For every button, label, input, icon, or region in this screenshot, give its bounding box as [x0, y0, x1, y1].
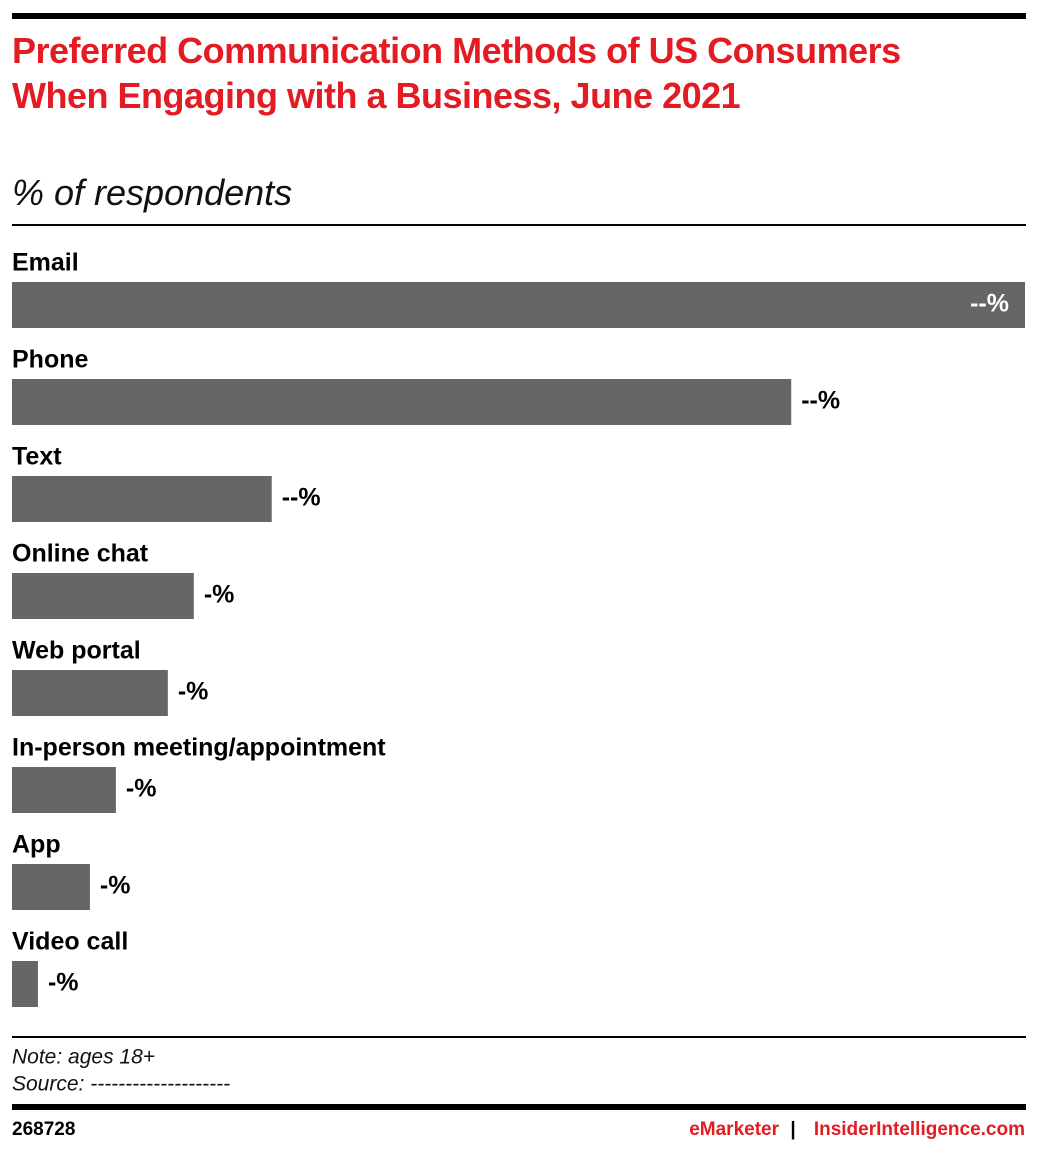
value-label: --% — [801, 387, 840, 415]
top-rule — [12, 13, 1026, 19]
value-label: -% — [204, 581, 235, 609]
chart-title: Preferred Communication Methods of US Co… — [12, 30, 901, 116]
value-label: -% — [48, 969, 79, 997]
chart-subtitle: % of respondents — [12, 172, 293, 213]
chart-id: 268728 — [12, 1119, 75, 1140]
category-label: App — [12, 831, 61, 859]
bar — [12, 379, 792, 425]
category-label: Text — [12, 443, 62, 471]
category-label: Email — [12, 249, 79, 277]
value-label: --% — [282, 484, 321, 512]
category-label: Phone — [12, 346, 88, 374]
category-label: Web portal — [12, 637, 141, 665]
bar — [12, 864, 90, 910]
bar — [12, 476, 272, 522]
category-label: Video call — [12, 928, 128, 956]
bar — [12, 670, 168, 716]
bar — [12, 767, 116, 813]
header-rule — [12, 224, 1026, 226]
value-label: -% — [126, 775, 157, 803]
bar — [12, 282, 1025, 328]
category-label: Online chat — [12, 540, 149, 568]
bar — [12, 961, 38, 1007]
footer-rule — [12, 1036, 1026, 1038]
value-label: --% — [970, 290, 1009, 318]
source: Source: -------------------- — [12, 1073, 230, 1096]
category-label: In-person meeting/appointment — [12, 734, 386, 762]
value-label: -% — [100, 872, 131, 900]
value-label: -% — [178, 678, 209, 706]
separator: | — [790, 1119, 795, 1140]
bar — [12, 573, 194, 619]
bottom-rule — [12, 1104, 1026, 1110]
site: InsiderIntelligence.com — [814, 1119, 1025, 1140]
note: Note: ages 18+ — [12, 1046, 155, 1069]
brand: eMarketer — [689, 1119, 779, 1140]
